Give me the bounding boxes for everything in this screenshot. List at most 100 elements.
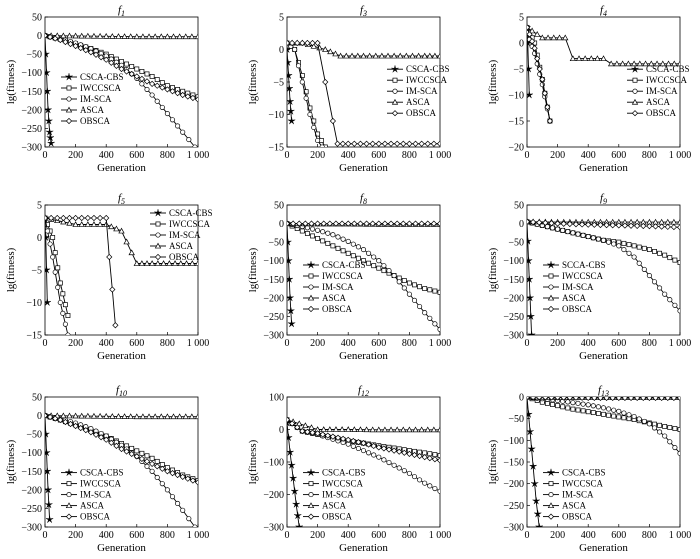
x-tick-label: 800 [642,338,657,349]
legend-marker-diamond [154,253,162,261]
data-point-diamond [179,91,186,99]
data-point-triangle [103,221,110,227]
series-line-triangle [527,27,680,65]
data-point-diamond [436,457,440,464]
data-point-diamond [294,39,301,47]
data-point-star [45,515,54,523]
data-point-diamond [66,214,73,222]
data-point-diamond [664,223,671,230]
data-point-triangle [108,223,115,230]
data-point-square [154,458,160,464]
data-point-triangle [630,60,638,67]
data-point-star [45,467,52,475]
data-point-diamond [57,416,64,424]
data-point-diamond [77,44,84,52]
data-point-triangle [176,33,183,40]
data-point-circle [641,266,647,272]
legend-label: ASCA [406,97,431,107]
legend-marker-diamond [65,117,73,125]
data-point-triangle [115,413,122,419]
x-tick-label: 0 [285,530,290,541]
data-point-diamond [169,470,176,477]
data-point-square [144,453,150,459]
data-point-diamond [536,219,543,226]
data-point-square [50,235,56,240]
chart-title: f1 [118,4,125,18]
series-group [287,39,440,147]
data-point-circle [626,250,632,256]
data-point-square [621,415,627,421]
data-point-triangle [145,33,153,40]
data-point-triangle [332,426,340,432]
legend-label: ASCA [562,501,587,511]
data-point-circle [570,400,576,406]
data-point-diamond [299,428,306,435]
data-point-square [667,425,673,430]
data-point-circle [319,144,325,147]
y-tick-label: −150 [503,458,524,469]
data-point-diamond [412,220,419,227]
chart-title: f10 [116,384,127,398]
data-point-circle [621,410,627,416]
data-point-diamond [572,397,580,401]
data-point-diamond [664,397,671,401]
y-tick-label: −50 [508,414,524,425]
data-point-diamond [302,220,309,227]
data-point-star [47,139,55,147]
legend-label: OBSCA [562,304,593,314]
data-point-square [315,235,321,241]
y-tick-label: 0 [279,425,284,436]
data-point-diamond [320,220,327,227]
data-point-diamond [123,68,130,75]
x-tick-label: 400 [581,530,596,541]
data-point-triangle [393,426,401,433]
x-tick-label: 1 000 [429,530,452,541]
y-tick-label: −15 [268,143,284,154]
legend-label: IWCCSCA [406,75,448,85]
data-point-triangle [183,260,190,266]
y-tick-label: −15 [26,331,42,342]
data-point-diamond [90,214,98,222]
data-point-triangle [384,52,392,59]
legend-marker-star [547,468,555,476]
data-point-star [527,91,534,99]
x-tick-label: 0 [43,530,48,541]
data-point-star [45,106,52,114]
data-point-diamond [78,214,85,222]
y-tick-label: 0 [37,233,42,244]
legend-label: IWCCSCA [646,75,688,85]
data-point-circle [657,429,663,435]
data-point-square [139,69,145,74]
data-point-circle [590,403,596,409]
y-tick-label: −150 [21,467,42,478]
data-point-diamond [566,220,573,228]
legend-marker-square [548,481,554,487]
data-point-triangle [322,46,329,52]
y-axis-label: lg(fitness) [487,247,499,292]
data-point-circle [667,297,673,303]
data-point-square [355,255,361,261]
data-point-circle [570,230,576,236]
data-point-diamond [646,397,653,401]
data-point-circle [565,399,571,405]
data-point-diamond [548,220,555,227]
data-point-circle [315,227,321,233]
data-point-star [46,133,55,141]
data-point-square [422,286,428,292]
data-point-diamond [572,221,580,228]
legend-marker-triangle [307,294,315,301]
legend-marker-square [548,273,554,279]
data-point-circle [406,291,412,297]
y-axis-label: lg(fitness) [5,247,17,292]
data-point-triangle [164,33,171,40]
data-point-square [320,238,326,244]
legend-label: ASCA [169,241,194,251]
legend-label: IM-SCA [322,282,354,292]
data-point-diamond [351,220,358,227]
data-point-diamond [560,397,567,401]
data-point-triangle [296,420,303,427]
y-tick-label: −200 [503,479,524,490]
series-markers-star [287,45,296,125]
y-tick-label: 50 [32,13,42,24]
data-point-square [544,400,550,406]
